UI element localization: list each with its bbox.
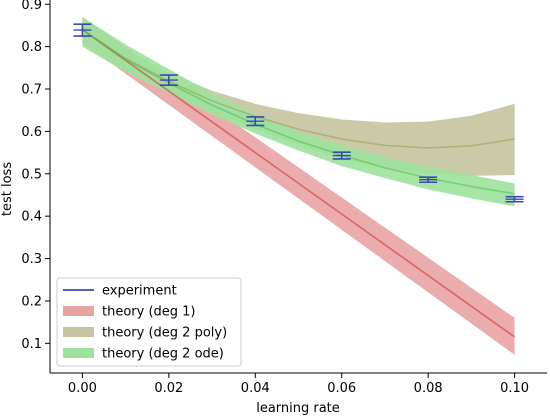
theory-deg-1-line [81,29,516,338]
axes [49,0,547,374]
x-tick-label: 0.10 [500,381,529,396]
y-tick-label: 0.6 [21,125,42,140]
experiment-point [159,74,178,86]
theory-deg-2-poly-line [81,29,515,149]
experiment-point [246,116,265,127]
x-axis-label: learning rate [256,401,340,416]
legend-swatch [63,327,94,337]
x-tick-label: 0.06 [327,381,356,396]
theory-deg-2-poly-band [82,21,515,176]
confidence-bands [82,16,515,355]
y-tick-label: 0.8 [21,40,42,55]
y-tick-label: 0.2 [21,294,42,309]
legend-swatch [63,348,94,358]
y-tick-label: 0.3 [21,252,42,267]
experiment-point [332,151,351,160]
legend-box [56,277,242,367]
experiment-point [419,176,438,184]
legend-label: theory (deg 2 ode) [102,347,224,362]
legend-label: experiment [102,284,177,299]
y-ticks: 0.1 0.2 0.3 0.4 0.5 0.6 0.7 0.8 0.9 [21,0,50,352]
y-tick-label: 0.1 [21,337,42,352]
legend-item-theory-deg-2-poly: theory (deg 2 poly) [63,326,227,341]
legend: experiment theory (deg 1) theory (deg 2 po… [56,277,242,367]
legend-label: theory (deg 1) [102,305,196,320]
experiment-point [73,23,92,37]
legend-item-theory-deg-2-ode: theory (deg 2 ode) [63,347,224,362]
x-tick-label: 0.08 [414,381,443,396]
x-tick-label: 0.00 [68,381,97,396]
legend-label: theory (deg 2 poly) [102,326,227,341]
y-tick-label: 0.7 [21,83,42,98]
x-tick-label: 0.04 [241,381,270,396]
theory-deg-2-ode-band [82,16,515,207]
theory-deg-2-ode-line [81,29,515,195]
theory-lines [81,29,516,338]
experiment-errorbars [73,23,524,203]
y-axis-label: test loss [0,162,15,216]
legend-item-experiment: experiment [63,284,177,299]
x-tick-label: 0.02 [154,381,183,396]
y-tick-label: 0.9 [21,0,42,13]
legend-swatch [63,306,94,316]
y-tick-label: 0.4 [21,210,42,225]
legend-item-theory-deg-1: theory (deg 1) [63,305,196,320]
y-tick-label: 0.5 [21,167,42,182]
experiment-point [505,195,524,203]
x-ticks: 0.00 0.02 0.04 0.06 0.08 0.10 [68,373,529,396]
